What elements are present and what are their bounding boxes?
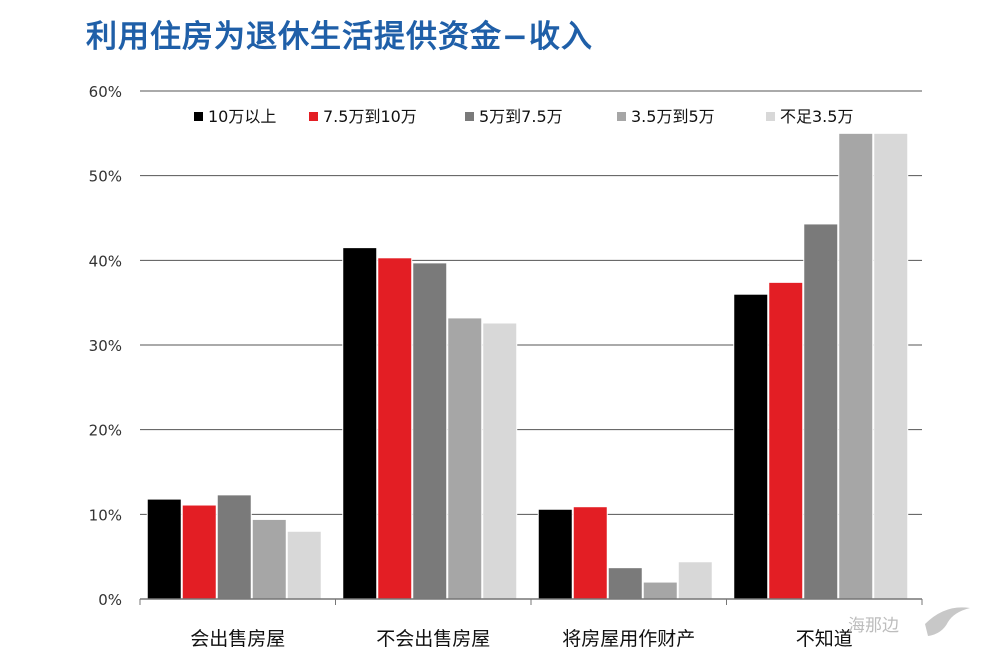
- bar: [342, 247, 378, 600]
- x-axis: 会出售房屋 不会出售房屋 将房屋用作财产 不知道: [139, 598, 923, 650]
- bar: [642, 581, 678, 600]
- legend-label: 10万以上: [208, 107, 276, 126]
- y-tick-label: 40%: [89, 252, 122, 270]
- y-tick-label: 30%: [89, 337, 122, 355]
- bar: [377, 257, 413, 600]
- legend-label: 不足3.5万: [780, 107, 853, 126]
- bar: [482, 322, 518, 600]
- chart-title: 利用住房为退休生活提供资金−收入: [86, 19, 593, 55]
- category-label: 会出售房屋: [190, 628, 285, 650]
- gridlines: [140, 90, 922, 515]
- y-axis-ticks: 0% 10% 20% 30% 40% 50% 60%: [89, 83, 122, 609]
- bar: [607, 567, 643, 600]
- bar: [572, 506, 608, 600]
- bars: [146, 132, 909, 600]
- legend-swatch: [194, 112, 203, 121]
- bar: [412, 262, 448, 600]
- bar: [181, 504, 217, 600]
- bar: [286, 530, 322, 600]
- legend-label: 5万到7.5万: [479, 107, 563, 126]
- legend: 10万以上 7.5万到10万 5万到7.5万 3.5万到5万 不足3.5万: [194, 107, 853, 126]
- bar: [146, 498, 182, 600]
- bar: [838, 132, 874, 600]
- bar: [251, 518, 287, 600]
- bar: [447, 317, 483, 600]
- category-label: 不知道: [796, 628, 853, 650]
- bar: [677, 561, 713, 600]
- legend-swatch: [766, 112, 775, 121]
- y-tick-label: 10%: [89, 506, 122, 524]
- bar: [537, 508, 573, 600]
- bar: [873, 132, 909, 600]
- y-tick-label: 20%: [89, 422, 122, 440]
- bar: [803, 223, 839, 600]
- y-tick-label: 50%: [89, 168, 122, 186]
- legend-swatch: [465, 112, 474, 121]
- legend-label: 3.5万到5万: [631, 107, 715, 126]
- bar: [768, 281, 804, 600]
- legend-swatch: [309, 112, 318, 121]
- legend-label: 7.5万到10万: [323, 107, 417, 126]
- bird-logo-icon: [925, 607, 970, 636]
- bar: [733, 293, 769, 600]
- bar: [216, 494, 252, 600]
- watermark-text: 海那边: [848, 616, 899, 636]
- category-label: 将房屋用作财产: [562, 628, 695, 650]
- y-tick-label: 0%: [98, 591, 122, 609]
- legend-swatch: [617, 112, 626, 121]
- y-tick-label: 60%: [89, 83, 122, 101]
- watermark: 海那边: [848, 607, 970, 636]
- category-label: 不会出售房屋: [376, 628, 490, 650]
